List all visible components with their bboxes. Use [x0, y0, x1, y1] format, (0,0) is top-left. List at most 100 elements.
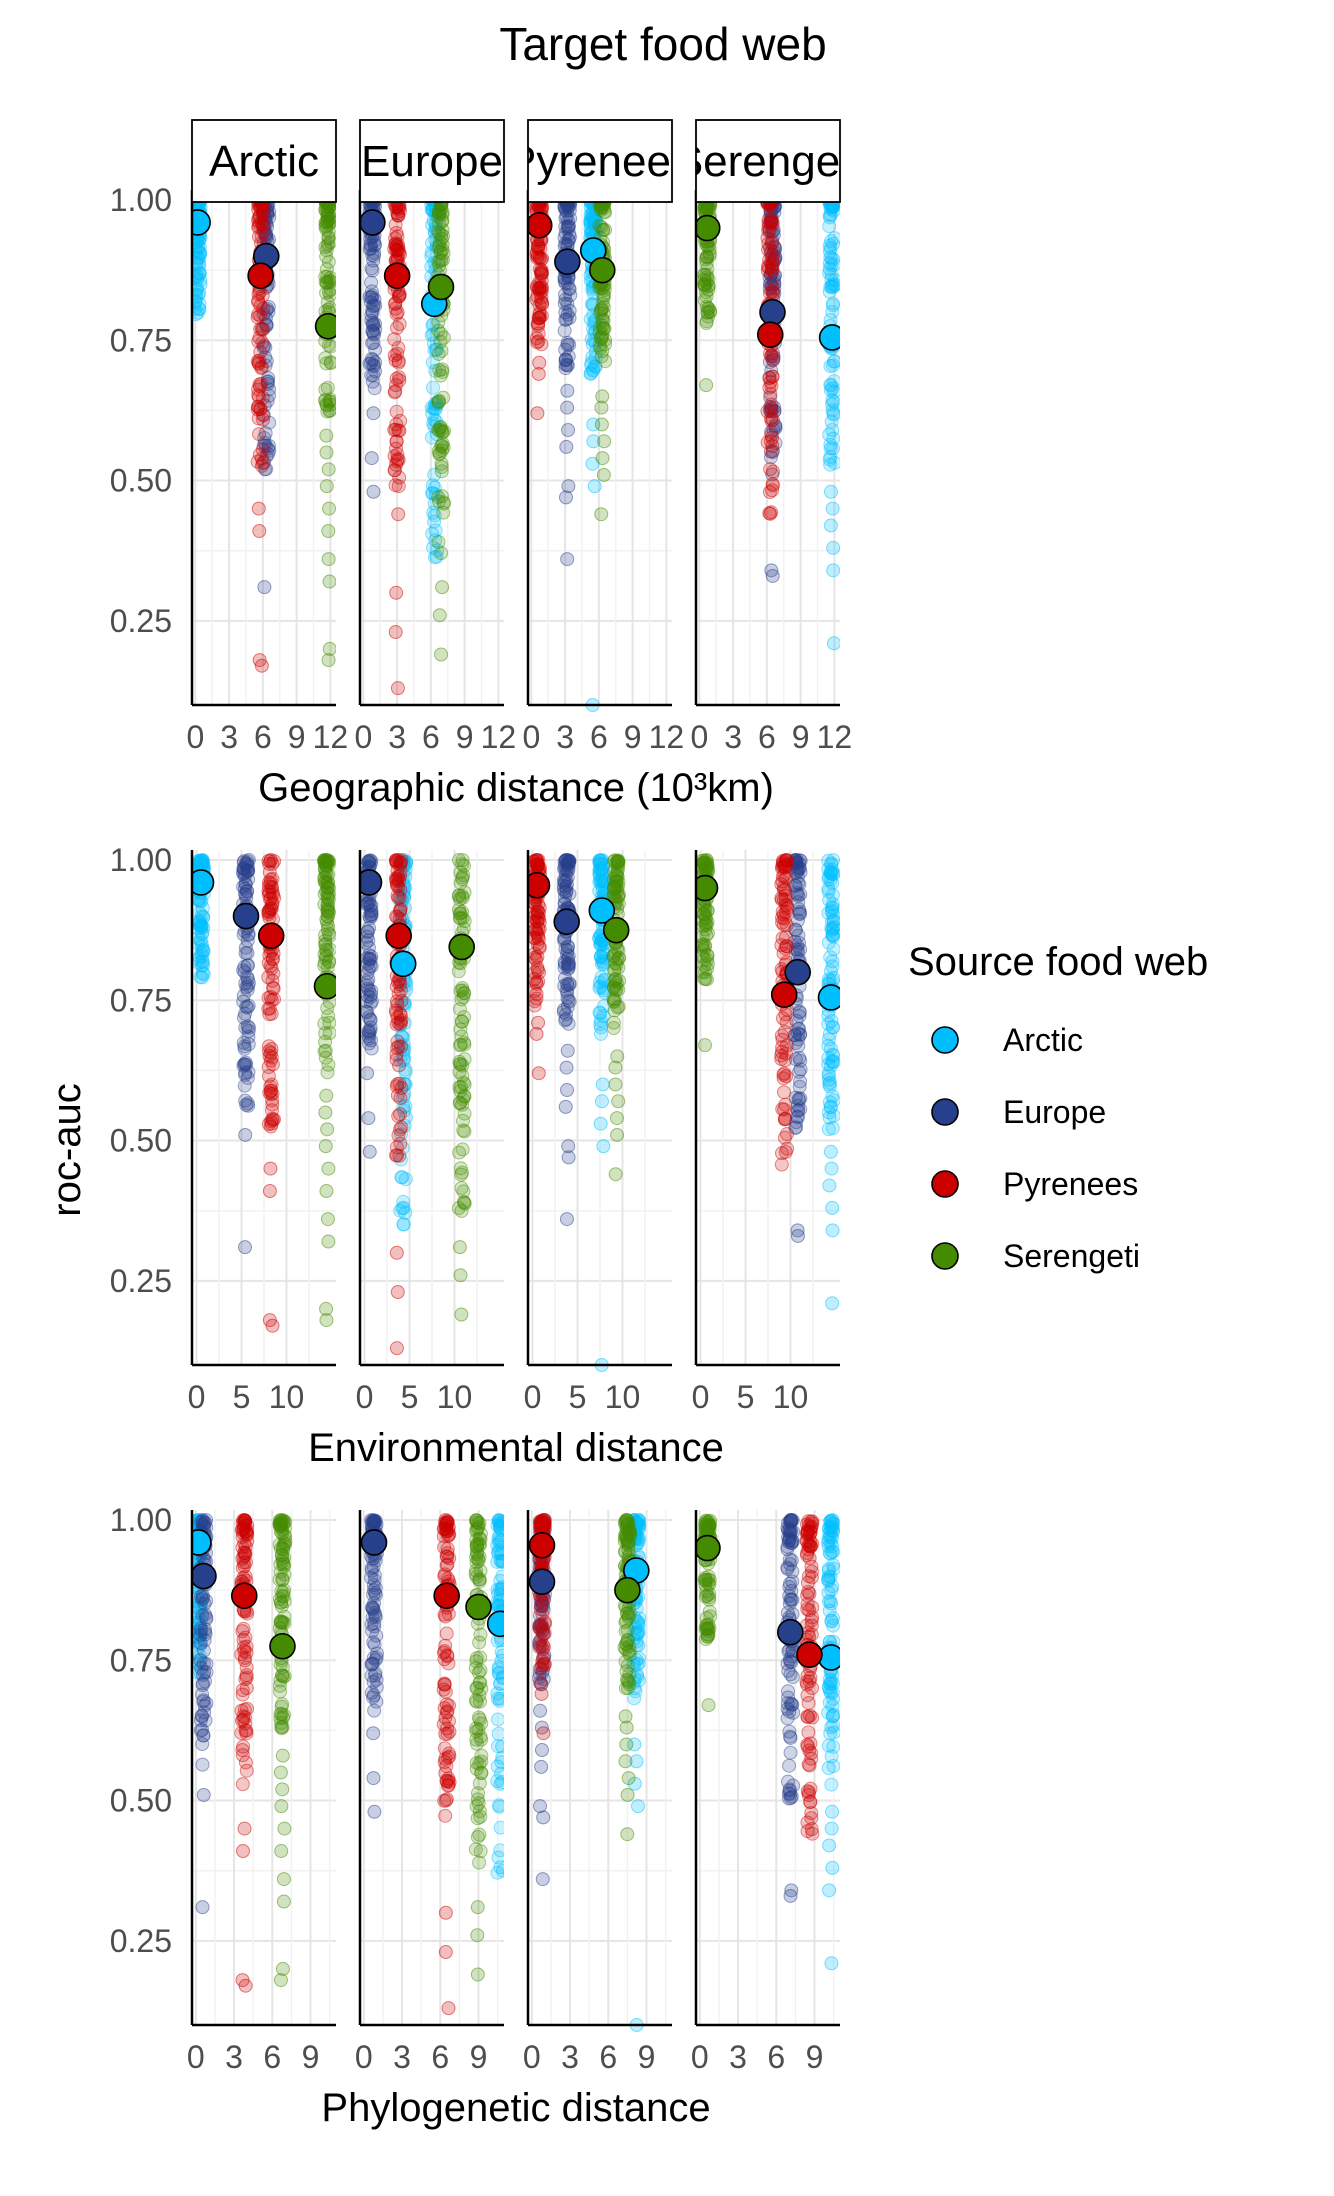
data-point: [701, 282, 716, 297]
data-point: [761, 242, 776, 257]
data-point: [454, 992, 469, 1007]
data-point: [363, 853, 378, 868]
data-point: [534, 283, 549, 298]
data-point: [761, 220, 776, 235]
data-point: [368, 322, 383, 337]
data-point: [398, 901, 413, 916]
data-point: [584, 366, 599, 381]
data-point: [426, 416, 441, 431]
data-point: [364, 949, 379, 964]
data-point: [765, 253, 780, 268]
data-point: [823, 873, 838, 888]
data-point: [428, 232, 443, 247]
data-point: [803, 1539, 818, 1554]
data-point: [455, 888, 470, 903]
data-point: [239, 857, 254, 872]
data-point: [193, 918, 208, 933]
data-point: [265, 952, 280, 967]
data-point: [764, 259, 779, 274]
data-point: [388, 237, 403, 252]
data-point: [474, 1754, 489, 1769]
data-point: [241, 1020, 256, 1035]
mean-point-europe: [360, 869, 383, 896]
data-point: [597, 288, 612, 303]
data-point: [592, 320, 607, 335]
data-point: [252, 216, 267, 231]
data-point: [491, 1712, 504, 1727]
data-point: [240, 946, 255, 961]
data-point: [259, 303, 274, 318]
data-point: [561, 956, 576, 971]
data-point: [363, 295, 378, 310]
outlier-point: [275, 1748, 290, 1763]
data-point: [324, 214, 336, 229]
data-point: [264, 1050, 279, 1065]
data-point: [606, 1021, 621, 1036]
data-point: [391, 453, 406, 468]
data-point: [238, 976, 253, 991]
data-point: [531, 921, 546, 936]
data-point: [256, 220, 271, 235]
data-point: [561, 1016, 576, 1031]
data-point: [261, 955, 276, 970]
data-point: [528, 914, 542, 929]
data-point: [389, 853, 404, 868]
data-point: [194, 958, 209, 973]
data-point: [239, 1681, 254, 1696]
x-tick-label: 6: [422, 719, 440, 755]
data-point: [593, 1006, 608, 1021]
data-point: [585, 207, 600, 222]
data-point: [256, 322, 271, 337]
data-point: [434, 489, 449, 504]
data-point: [597, 985, 612, 1000]
data-point: [256, 209, 271, 224]
outlier-point: [559, 439, 574, 454]
data-point: [587, 325, 602, 340]
data-point: [240, 1070, 255, 1085]
data-point: [765, 464, 780, 479]
data-point: [394, 1013, 409, 1028]
data-point: [360, 981, 375, 996]
data-point: [320, 885, 335, 900]
data-point: [592, 867, 607, 882]
data-point: [696, 907, 711, 922]
data-point: [804, 1805, 819, 1820]
data-point: [703, 304, 718, 319]
data-point: [435, 214, 450, 229]
data-point: [762, 277, 777, 292]
data-point: [392, 1058, 407, 1073]
data-point: [699, 275, 714, 290]
data-point: [531, 929, 546, 944]
data-point: [252, 377, 267, 392]
data-point: [826, 252, 840, 267]
data-point: [391, 869, 406, 884]
data-point: [263, 1086, 278, 1101]
data-point: [392, 873, 407, 888]
data-point: [595, 953, 610, 968]
data-point: [435, 213, 450, 228]
outlier-point: [595, 389, 610, 404]
data-point: [398, 1077, 413, 1092]
data-point: [761, 223, 776, 238]
outlier-point: [825, 1296, 840, 1311]
data-point: [322, 1015, 336, 1030]
data-point: [589, 215, 604, 230]
x-tick-label: 6: [263, 2039, 281, 2075]
x-tick-label: 0: [187, 2039, 205, 2075]
data-point: [323, 211, 336, 226]
data-point: [584, 296, 599, 311]
data-point: [318, 393, 333, 408]
data-point: [764, 404, 779, 419]
data-point: [389, 441, 404, 456]
data-point: [395, 888, 410, 903]
outlier-point: [619, 1737, 634, 1752]
data-point: [195, 853, 210, 868]
data-point: [560, 335, 575, 350]
data-point: [239, 856, 254, 871]
data-point: [596, 306, 611, 321]
outlier-point: [608, 1060, 623, 1075]
data-point: [457, 1089, 472, 1104]
data-point: [762, 222, 777, 237]
data-point: [262, 856, 277, 871]
data-point: [425, 478, 440, 493]
